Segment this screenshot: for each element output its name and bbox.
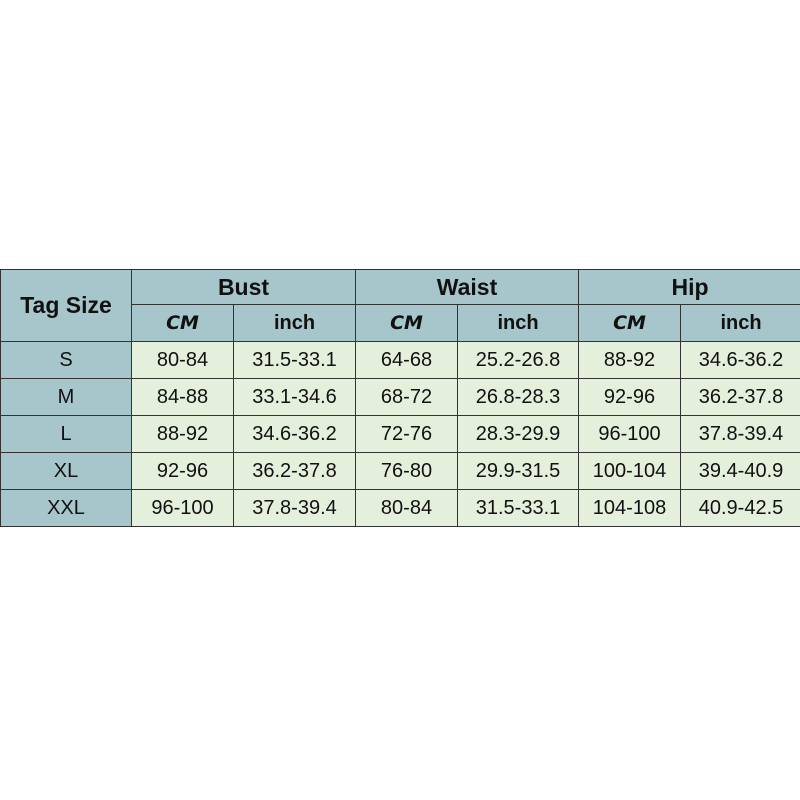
tag-size-cell: XXL <box>0 489 132 527</box>
measurement-cell: 64-68 <box>355 341 458 379</box>
table-row: S 80-84 31.5-33.1 64-68 25.2-26.8 88-92 34.6-3… <box>0 341 800 379</box>
unit-header: inch <box>233 304 356 342</box>
measurement-cell: 37.8-39.4 <box>680 415 800 453</box>
measurement-cell: 88-92 <box>578 341 681 379</box>
hip-header: Hip <box>578 269 800 305</box>
measurement-cell: 84-88 <box>131 378 234 416</box>
measurement-cell: 31.5-33.1 <box>233 341 356 379</box>
tag-size-cell: XL <box>0 452 132 490</box>
waist-header: Waist <box>355 269 579 305</box>
tag-size-cell: L <box>0 415 132 453</box>
measurement-cell: 36.2-37.8 <box>680 378 800 416</box>
size-chart-table: Tag Size Bust Waist Hip CM inch CM inch CM in… <box>0 269 800 527</box>
table-row: XL 92-96 36.2-37.8 76-80 29.9-31.5 100-104 39.… <box>0 452 800 490</box>
unit-header: CM <box>355 304 458 342</box>
tag-size-header: Tag Size <box>0 269 132 342</box>
unit-header: CM <box>578 304 681 342</box>
table-row: L 88-92 34.6-36.2 72-76 28.3-29.9 96-100 37.8-… <box>0 415 800 453</box>
measurement-cell: 72-76 <box>355 415 458 453</box>
measurement-cell: 40.9-42.5 <box>680 489 800 527</box>
table-row: XXL 96-100 37.8-39.4 80-84 31.5-33.1 104-108 4… <box>0 489 800 527</box>
bust-header: Bust <box>131 269 356 305</box>
unit-header: inch <box>457 304 579 342</box>
measurement-cell: 34.6-36.2 <box>680 341 800 379</box>
measurement-cell: 39.4-40.9 <box>680 452 800 490</box>
measurement-cell: 76-80 <box>355 452 458 490</box>
measurement-cell: 96-100 <box>131 489 234 527</box>
measurement-cell: 92-96 <box>131 452 234 490</box>
measurement-cell: 37.8-39.4 <box>233 489 356 527</box>
unit-header: inch <box>680 304 800 342</box>
measurement-cell: 26.8-28.3 <box>457 378 579 416</box>
table-row: M 84-88 33.1-34.6 68-72 26.8-28.3 92-96 36.2-3… <box>0 378 800 416</box>
tag-size-cell: S <box>0 341 132 379</box>
measurement-cell: 29.9-31.5 <box>457 452 579 490</box>
measurement-cell: 28.3-29.9 <box>457 415 579 453</box>
tag-size-cell: M <box>0 378 132 416</box>
measurement-cell: 31.5-33.1 <box>457 489 579 527</box>
measurement-cell: 88-92 <box>131 415 234 453</box>
measurement-cell: 36.2-37.8 <box>233 452 356 490</box>
measurement-cell: 104-108 <box>578 489 681 527</box>
measurement-cell: 80-84 <box>131 341 234 379</box>
measurement-cell: 68-72 <box>355 378 458 416</box>
measurement-cell: 96-100 <box>578 415 681 453</box>
measurement-cell: 80-84 <box>355 489 458 527</box>
measurement-cell: 34.6-36.2 <box>233 415 356 453</box>
measurement-cell: 92-96 <box>578 378 681 416</box>
measurement-cell: 33.1-34.6 <box>233 378 356 416</box>
measurement-cell: 100-104 <box>578 452 681 490</box>
unit-header: CM <box>131 304 234 342</box>
measurement-cell: 25.2-26.8 <box>457 341 579 379</box>
